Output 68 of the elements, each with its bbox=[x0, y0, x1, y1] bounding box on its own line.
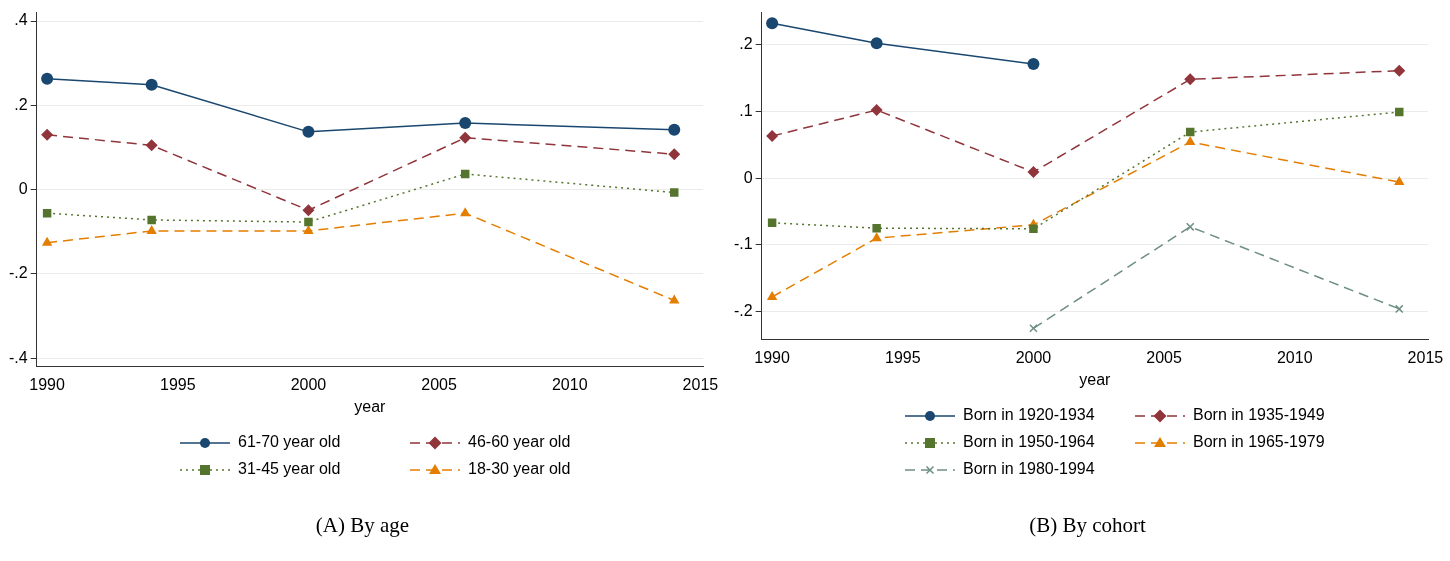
x-tick-label: 2015 bbox=[1407, 348, 1444, 366]
x-axis-title: year bbox=[354, 397, 387, 415]
legend-label: Born in 1980-1994 bbox=[963, 460, 1095, 478]
y-tick-label: 0 bbox=[18, 180, 28, 198]
point bbox=[146, 224, 157, 234]
point bbox=[766, 17, 779, 30]
legend-label: 18-30 year old bbox=[468, 460, 571, 478]
point bbox=[304, 217, 313, 227]
point bbox=[668, 123, 681, 136]
y-tick-label: .2 bbox=[14, 95, 28, 113]
point bbox=[1029, 224, 1038, 234]
y-tick-label: .1 bbox=[739, 101, 753, 119]
point bbox=[145, 139, 158, 152]
point bbox=[459, 131, 472, 144]
y-tick-label: .4 bbox=[14, 11, 28, 29]
point bbox=[668, 148, 681, 161]
legend-label: Born in 1965-1979 bbox=[1193, 433, 1325, 451]
x-tick-label: 2000 bbox=[1015, 348, 1052, 366]
x-tick-label: 1990 bbox=[29, 375, 66, 393]
point bbox=[41, 128, 54, 141]
point bbox=[1185, 136, 1196, 146]
x-axis-title: year bbox=[1079, 370, 1112, 388]
x-tick-label: 2010 bbox=[1276, 348, 1313, 366]
y-tick-label: -.1 bbox=[734, 235, 753, 253]
legend-label: 46-60 year old bbox=[468, 433, 571, 451]
point bbox=[1027, 166, 1040, 179]
x-tick-label: 1995 bbox=[159, 375, 196, 393]
point bbox=[1185, 222, 1195, 232]
x-tick-label: 2005 bbox=[421, 375, 457, 393]
point bbox=[459, 117, 472, 130]
point bbox=[302, 204, 315, 217]
point bbox=[41, 72, 54, 85]
x-tick-label: 2005 bbox=[1146, 348, 1182, 366]
point bbox=[1394, 176, 1405, 186]
point bbox=[145, 78, 158, 91]
legend-label: 31-45 year old bbox=[238, 460, 341, 478]
point bbox=[302, 125, 315, 138]
point bbox=[1184, 73, 1197, 86]
legend-label: 61-70 year old bbox=[238, 433, 341, 451]
point bbox=[1027, 57, 1040, 70]
legend-label: Born in 1920-1934 bbox=[963, 406, 1095, 424]
point bbox=[1029, 323, 1038, 333]
x-tick-label: 2015 bbox=[682, 375, 719, 393]
point bbox=[147, 215, 156, 225]
point bbox=[870, 37, 883, 50]
x-tick-label: 1990 bbox=[754, 348, 791, 366]
point bbox=[766, 130, 779, 143]
point bbox=[1394, 304, 1404, 314]
point bbox=[766, 290, 778, 300]
y-tick-label: -.2 bbox=[734, 301, 753, 319]
y-tick-label: 0 bbox=[743, 168, 753, 186]
y-tick-label: -.4 bbox=[9, 348, 28, 366]
legend-label: Born in 1950-1964 bbox=[963, 433, 1095, 451]
y-tick-label: -.2 bbox=[9, 264, 28, 282]
text: (B) By cohort bbox=[1028, 513, 1147, 538]
point bbox=[871, 232, 882, 242]
x-tick-label: 2010 bbox=[551, 375, 588, 393]
point bbox=[872, 223, 881, 233]
point bbox=[870, 104, 883, 117]
point bbox=[670, 188, 679, 197]
x-tick-label: 2000 bbox=[290, 375, 327, 393]
x-tick-label: 1995 bbox=[884, 348, 921, 366]
point bbox=[1393, 64, 1406, 77]
legend-label: Born in 1935-1949 bbox=[1193, 406, 1325, 424]
y-tick-label: .2 bbox=[739, 35, 753, 53]
point bbox=[41, 236, 53, 246]
point bbox=[460, 207, 471, 217]
text: (A) By age bbox=[314, 513, 411, 538]
